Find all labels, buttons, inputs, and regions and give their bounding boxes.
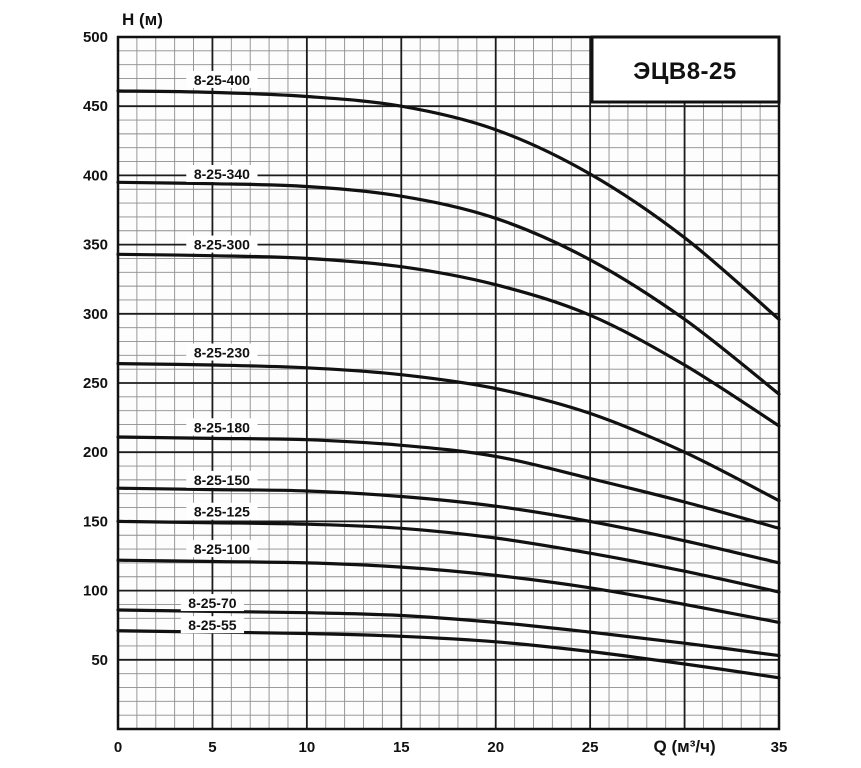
plot-border <box>116 35 781 731</box>
curve-8-25-180 <box>116 435 781 530</box>
title-box-frame <box>590 35 781 104</box>
grid-major <box>117 36 780 730</box>
curve-label-8-25-150: 8-25-150 <box>194 472 250 488</box>
curve-label-8-25-400: 8-25-400 <box>194 72 250 88</box>
title-box: ЭЦВ8-25 <box>590 35 781 104</box>
curve-8-25-400 <box>116 89 781 321</box>
y-tick-400: 400 <box>83 167 108 184</box>
curve-label-bg <box>186 502 258 520</box>
curve-label-8-25-70: 8-25-70 <box>188 595 236 611</box>
curve-label-bg <box>186 418 258 436</box>
axis-ticks: 0 5 10 15 20 25 35 Q (м³/ч) 50 100 150 200 250 300 350… <box>83 29 787 756</box>
curve-label-bg <box>180 616 245 634</box>
curve-8-25-125 <box>116 519 781 594</box>
x-tick-5: 5 <box>208 739 216 756</box>
y-tick-100: 100 <box>83 583 108 600</box>
y-tick-300: 300 <box>83 306 108 323</box>
y-tick-500: 500 <box>83 29 108 46</box>
curve-labels: 8-25-400 8-25-340 8-25-300 8-25-230 8-25-180… <box>180 70 258 634</box>
curve-label-8-25-230: 8-25-230 <box>194 345 250 361</box>
curve-8-25-300 <box>116 252 781 428</box>
curve-8-25-230 <box>116 362 781 503</box>
chart-title: ЭЦВ8-25 <box>633 58 736 85</box>
curve-label-bg <box>186 343 258 361</box>
curve-8-25-70 <box>116 608 781 658</box>
curve-8-25-100 <box>116 558 781 624</box>
curve-label-8-25-340: 8-25-340 <box>194 166 250 182</box>
x-tick-35: 35 <box>771 739 788 756</box>
curve-label-bg <box>186 470 258 488</box>
y-tick-450: 450 <box>83 98 108 115</box>
curve-label-bg <box>186 70 258 88</box>
x-tick-0: 0 <box>114 739 122 756</box>
curve-label-8-25-300: 8-25-300 <box>194 237 250 253</box>
y-tick-150: 150 <box>83 513 108 530</box>
x-tick-20: 20 <box>487 739 504 756</box>
y-tick-200: 200 <box>83 444 108 461</box>
curve-label-bg <box>186 540 258 558</box>
curve-label-bg <box>186 235 258 253</box>
curve-label-bg <box>186 165 258 183</box>
y-tick-50: 50 <box>91 652 108 669</box>
x-tick-10: 10 <box>299 739 316 756</box>
x-tick-25: 25 <box>582 739 599 756</box>
curve-8-25-150 <box>116 486 781 565</box>
x-tick-15: 15 <box>393 739 410 756</box>
curve-8-25-340 <box>116 180 781 396</box>
curve-label-8-25-55: 8-25-55 <box>188 617 236 633</box>
curve-label-8-25-100: 8-25-100 <box>194 541 250 557</box>
curve-label-8-25-180: 8-25-180 <box>194 419 250 435</box>
x-axis-title: Q (м³/ч) <box>654 737 716 756</box>
y-tick-250: 250 <box>83 375 108 392</box>
curve-label-8-25-125: 8-25-125 <box>194 504 250 520</box>
y-axis-title: H (м) <box>122 10 163 29</box>
y-tick-350: 350 <box>83 237 108 254</box>
curve-label-bg <box>180 594 245 612</box>
